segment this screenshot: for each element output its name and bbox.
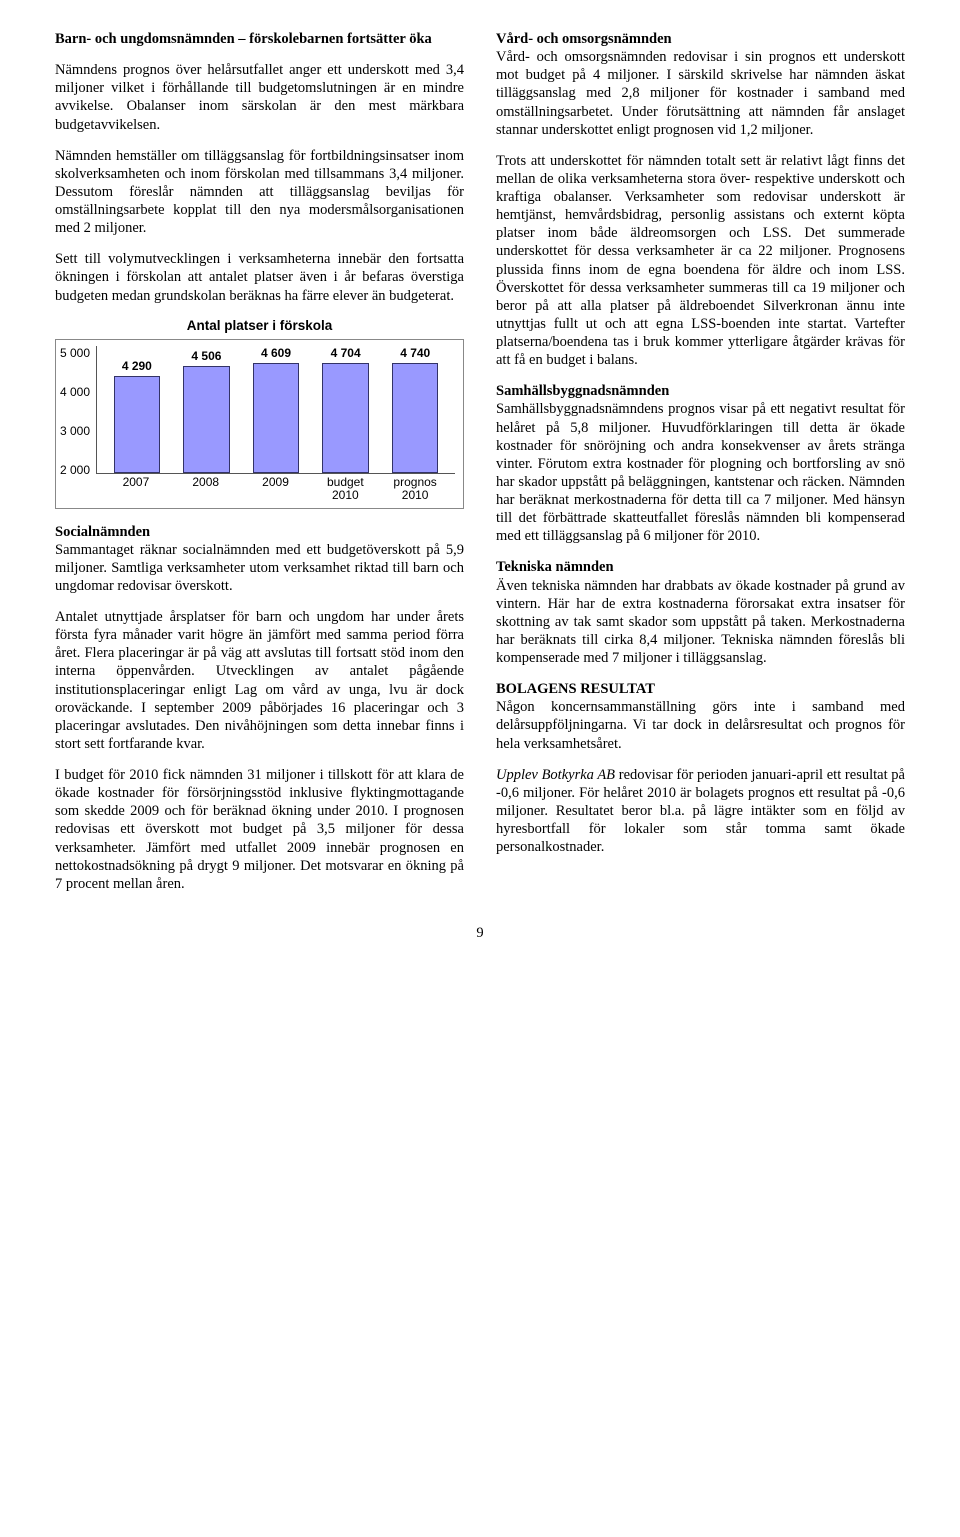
bar-slot: 4 290 — [107, 346, 167, 473]
bar — [253, 363, 299, 473]
bar-value-label: 4 609 — [261, 346, 291, 361]
two-column-layout: Barn- och ungdomsnämnden – förskolebarne… — [55, 30, 905, 906]
forskola-chart: Antal platser i förskola 5 000 4 000 3 000… — [55, 318, 464, 509]
x-tick-label: 2007 — [106, 474, 166, 502]
chart-plot: 4 290 4 506 4 609 4 704 4 740 2007 2008 2009 bu… — [96, 346, 455, 502]
para-r1: Vård- och omsorgsnämnden redovisar i sin… — [496, 48, 905, 139]
heading-tekniska: Tekniska nämnden — [496, 558, 905, 576]
chart-title: Antal platser i förskola — [55, 318, 464, 335]
heading-barn-ungdom: Barn- och ungdomsnämnden – förskolebarne… — [55, 30, 464, 48]
bar-slot: 4 704 — [316, 346, 376, 473]
x-tick-label: prognos2010 — [385, 474, 445, 502]
right-column: Vård- och omsorgsnämnden Vård- och omsor… — [496, 30, 905, 906]
x-tick-label: 2008 — [176, 474, 236, 502]
para-r3: Samhällsbyggnadsnämndens prognos visar p… — [496, 400, 905, 545]
y-tick-label: 4 000 — [60, 385, 90, 400]
x-tick-label: 2009 — [246, 474, 306, 502]
bar-slot: 4 609 — [246, 346, 306, 473]
para-l2: Nämnden hemställer om tilläggsanslag för… — [55, 147, 464, 238]
bar-slot: 4 506 — [177, 346, 237, 473]
y-tick-label: 5 000 — [60, 346, 90, 361]
bar-value-label: 4 740 — [400, 346, 430, 361]
para-r4: Även tekniska nämnden har drabbats av ök… — [496, 577, 905, 668]
x-tick-label: budget2010 — [315, 474, 375, 502]
para-l6: I budget för 2010 fick nämnden 31 miljon… — [55, 766, 464, 893]
para-l1: Nämndens prognos över helårsutfallet ang… — [55, 61, 464, 134]
heading-vard-omsorg: Vård- och omsorgsnämnden — [496, 30, 905, 48]
page-number: 9 — [55, 924, 905, 942]
para-l4: Sammantaget räknar socialnämnden med ett… — [55, 541, 464, 595]
chart-x-labels: 2007 2008 2009 budget2010 prognos2010 — [96, 474, 455, 502]
bar — [183, 366, 229, 472]
y-tick-label: 3 000 — [60, 424, 90, 439]
left-column: Barn- och ungdomsnämnden – förskolebarne… — [55, 30, 464, 906]
company-name-italic: Upplev Botkyrka AB — [496, 767, 615, 783]
bar — [114, 376, 160, 473]
heading-social: Socialnämnden — [55, 523, 464, 541]
y-tick-label: 2 000 — [60, 463, 90, 478]
heading-bolagen: BOLAGENS RESULTAT — [496, 680, 905, 698]
bar — [392, 363, 438, 473]
heading-samhallsbyggnad: Samhällsbyggnadsnämnden — [496, 382, 905, 400]
bar-value-label: 4 506 — [191, 349, 221, 364]
para-l5: Antalet utnyttjade årsplatser för barn o… — [55, 608, 464, 753]
chart-y-axis: 5 000 4 000 3 000 2 000 — [60, 346, 96, 502]
para-r5: Någon koncernsammanställning görs inte i… — [496, 698, 905, 752]
bar-value-label: 4 290 — [122, 359, 152, 374]
para-l3: Sett till volymutvecklingen i verksamhet… — [55, 250, 464, 304]
bar-value-label: 4 704 — [331, 346, 361, 361]
para-r2: Trots att underskottet för nämnden total… — [496, 152, 905, 370]
chart-body: 5 000 4 000 3 000 2 000 4 290 4 506 4 609 4 70… — [55, 339, 464, 509]
bar-slot: 4 740 — [385, 346, 445, 473]
chart-bars: 4 290 4 506 4 609 4 704 4 740 — [96, 346, 455, 474]
bar — [322, 363, 368, 473]
para-r6: Upplev Botkyrka AB redovisar för periode… — [496, 766, 905, 857]
